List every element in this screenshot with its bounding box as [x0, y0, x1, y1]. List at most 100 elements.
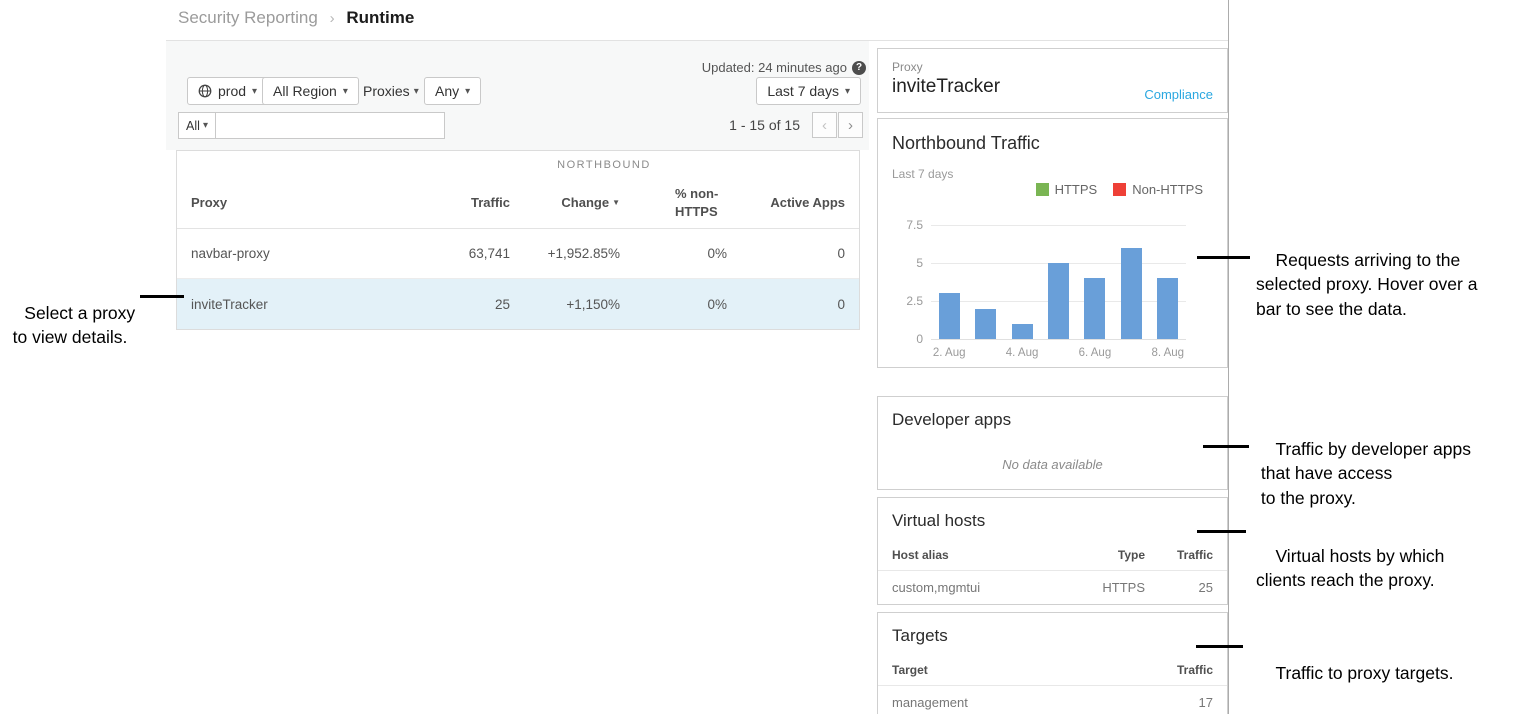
- cell-traffic: 63,741: [389, 246, 510, 261]
- legend-label: HTTPS: [1055, 182, 1098, 197]
- traffic-bar[interactable]: [975, 309, 996, 339]
- table-row[interactable]: navbar-proxy 63,741 +1,952.85% 0% 0: [177, 229, 859, 279]
- help-icon[interactable]: ?: [852, 61, 866, 75]
- y-axis-tick-label: 5: [885, 256, 923, 270]
- x-axis-tick-label: 8. Aug: [1138, 347, 1198, 359]
- time-range-label: Last 7 days: [767, 83, 839, 99]
- callout-line-chart: [1197, 256, 1250, 259]
- divider: [878, 685, 1227, 686]
- caret-down-icon: ▾: [252, 86, 257, 97]
- developer-apps-title: Developer apps: [892, 410, 1011, 430]
- column-header-proxy[interactable]: Proxy: [191, 195, 389, 210]
- page: Security Reporting › Runtime prod ▾ All …: [0, 0, 1516, 714]
- column-header-target: Target: [892, 663, 1123, 677]
- cell-pct-non-https: 0%: [620, 246, 727, 261]
- gridline: [931, 339, 1186, 340]
- proxy-label: Proxy: [892, 60, 923, 74]
- globe-icon: [198, 84, 212, 98]
- table-row[interactable]: inviteTracker 25 +1,150% 0% 0: [177, 279, 859, 329]
- screenshot-edge-line: [1228, 0, 1229, 714]
- x-axis-tick-label: 6. Aug: [1065, 347, 1125, 359]
- traffic-bar[interactable]: [1084, 278, 1105, 339]
- northbound-group-label: NORTHBOUND: [557, 159, 651, 171]
- proxy-table: NORTHBOUND Proxy Traffic Change▼ % non-H…: [176, 150, 860, 330]
- environment-dropdown[interactable]: prod ▾: [187, 77, 268, 105]
- environment-label: prod: [218, 83, 246, 99]
- search-scope-label: All: [186, 119, 200, 133]
- traffic-bar[interactable]: [939, 293, 960, 339]
- legend-item-https: HTTPS: [1036, 182, 1098, 197]
- callout-line-virtual-hosts: [1197, 530, 1246, 533]
- search-scope-dropdown[interactable]: All ▾: [178, 112, 216, 139]
- cell-active-apps: 0: [727, 246, 845, 261]
- proxies-filter-dropdown[interactable]: Proxies ▾: [363, 83, 419, 99]
- caret-down-icon: ▾: [414, 86, 419, 97]
- virtual-hosts-title: Virtual hosts: [892, 511, 985, 531]
- column-header-active-apps[interactable]: Active Apps: [727, 195, 845, 210]
- callout-line-developer-apps: [1203, 445, 1249, 448]
- chevron-right-icon: ›: [330, 10, 335, 27]
- northbound-traffic-card: Northbound Traffic Last 7 days HTTPS Non…: [877, 118, 1228, 368]
- virtual-hosts-header-row: Host alias Type Traffic: [892, 542, 1213, 568]
- breadcrumb: Security Reporting › Runtime: [178, 8, 414, 28]
- cell-host-alias: custom,mgmtui: [892, 580, 1055, 595]
- no-data-message: No data available: [878, 457, 1227, 472]
- annotation-developer-apps: Traffic by developer apps that have acce…: [1256, 412, 1471, 535]
- developer-apps-card: Developer apps No data available: [877, 396, 1228, 490]
- cell-traffic: 25: [389, 297, 510, 312]
- column-header-traffic[interactable]: Traffic: [389, 195, 510, 210]
- virtual-host-row[interactable]: custom,mgmtui HTTPS 25: [892, 574, 1213, 600]
- search-input[interactable]: [215, 112, 445, 139]
- legend-item-non-https: Non-HTTPS: [1113, 182, 1203, 197]
- cell-target: management: [892, 695, 1123, 710]
- gridline: [931, 225, 1186, 226]
- column-header-traffic: Traffic: [1145, 548, 1213, 562]
- updated-text: Updated: 24 minutes ago: [702, 60, 847, 75]
- y-axis-tick-label: 2.5: [885, 294, 923, 308]
- cell-pct-non-https: 0%: [620, 297, 727, 312]
- proxies-filter-label: Proxies: [363, 83, 410, 99]
- any-dropdown[interactable]: Any ▾: [424, 77, 481, 105]
- column-header-traffic: Traffic: [1123, 663, 1213, 677]
- targets-card: Targets Target Traffic management 17: [877, 612, 1228, 714]
- cell-active-apps: 0: [727, 297, 845, 312]
- cell-proxy: inviteTracker: [191, 297, 389, 312]
- traffic-bar[interactable]: [1048, 263, 1069, 339]
- any-label: Any: [435, 83, 459, 99]
- sort-desc-icon: ▼: [612, 198, 620, 207]
- caret-down-icon: ▾: [845, 86, 850, 97]
- region-label: All Region: [273, 83, 337, 99]
- chevron-right-icon: ›: [848, 117, 853, 134]
- caret-down-icon: ▾: [203, 120, 208, 131]
- targets-header-row: Target Traffic: [892, 657, 1213, 683]
- non-https-swatch-icon: [1113, 183, 1126, 196]
- y-axis-tick-label: 7.5: [885, 218, 923, 232]
- callout-line-select-proxy: [140, 295, 184, 298]
- https-swatch-icon: [1036, 183, 1049, 196]
- time-range-dropdown[interactable]: Last 7 days ▾: [756, 77, 861, 105]
- updated-status: Updated: 24 minutes ago ?: [702, 60, 866, 75]
- pagination-prev-button[interactable]: ‹: [812, 112, 837, 138]
- chart-legend: HTTPS Non-HTTPS: [1036, 182, 1203, 197]
- column-header-host-alias: Host alias: [892, 548, 1055, 562]
- targets-title: Targets: [892, 626, 948, 646]
- traffic-bar[interactable]: [1012, 324, 1033, 339]
- breadcrumb-parent-link[interactable]: Security Reporting: [178, 8, 318, 27]
- chevron-left-icon: ‹: [822, 117, 827, 134]
- traffic-bar[interactable]: [1121, 248, 1142, 339]
- page-title: Runtime: [346, 8, 414, 27]
- pagination-next-button[interactable]: ›: [838, 112, 863, 138]
- traffic-bar[interactable]: [1157, 278, 1178, 339]
- compliance-link[interactable]: Compliance: [1144, 87, 1213, 102]
- caret-down-icon: ▾: [465, 86, 470, 97]
- region-dropdown[interactable]: All Region ▾: [262, 77, 359, 105]
- annotation-chart: Requests arriving to theselected proxy. …: [1256, 223, 1477, 346]
- cell-traffic: 25: [1145, 580, 1213, 595]
- traffic-chart-subtitle: Last 7 days: [892, 167, 953, 181]
- target-row[interactable]: management 17: [892, 689, 1213, 714]
- column-header-change[interactable]: Change▼: [510, 195, 620, 210]
- legend-label: Non-HTTPS: [1132, 182, 1203, 197]
- column-header-pct-non-https[interactable]: % non-HTTPS: [620, 185, 727, 220]
- table-group-header: NORTHBOUND: [177, 151, 859, 177]
- y-axis-tick-label: 0: [885, 332, 923, 346]
